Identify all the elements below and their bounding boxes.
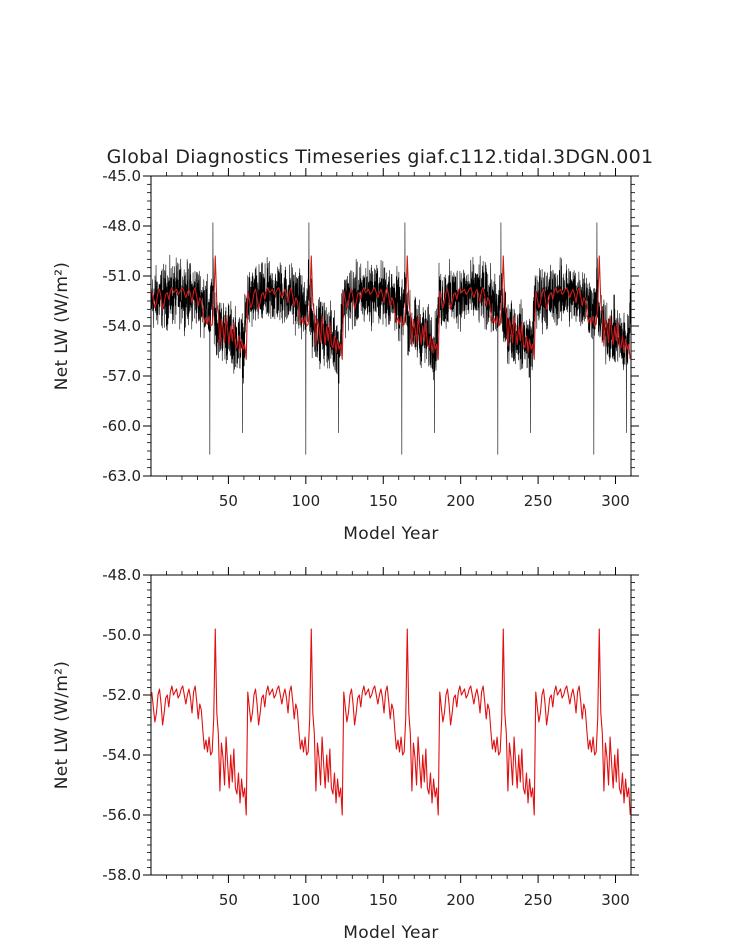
top-monthly-line bbox=[150, 222, 632, 455]
bottom-plot-frame bbox=[150, 574, 632, 876]
top-y-ticks: -63.0 -60.0 -57.0 -54.0 -51.0 -48.0 -45.0 bbox=[102, 167, 639, 485]
top-x-tick-label: 50 bbox=[219, 492, 238, 510]
bottom-y-tick-label: -58.0 bbox=[102, 866, 141, 884]
bottom-panel: -58.0 -56.0 -54.0 -52.0 -50.0 -48.0 50 100 150 2… bbox=[52, 566, 639, 943]
top-y-tick-label: -54.0 bbox=[102, 317, 141, 335]
top-panel: -63.0 -60.0 -57.0 -54.0 -51.0 -48.0 -45.0 50 10… bbox=[52, 167, 639, 544]
top-y-tick-label: -60.0 bbox=[102, 417, 141, 435]
bottom-y-tick-label: -52.0 bbox=[102, 686, 141, 704]
bottom-y-ticks: -58.0 -56.0 -54.0 -52.0 -50.0 -48.0 bbox=[102, 566, 639, 884]
top-x-tick-label: 250 bbox=[524, 492, 553, 510]
top-x-tick-label: 200 bbox=[446, 492, 475, 510]
bottom-x-axis-label: Model Year bbox=[343, 923, 438, 943]
bottom-x-tick-label: 150 bbox=[369, 891, 398, 909]
top-y-tick-label: -57.0 bbox=[102, 367, 141, 385]
bottom-y-tick-label: -54.0 bbox=[102, 746, 141, 764]
top-x-tick-label: 150 bbox=[369, 492, 398, 510]
top-x-tick-label: 100 bbox=[292, 492, 321, 510]
figure-title: Global Diagnostics Timeseries giaf.c112.… bbox=[107, 146, 654, 168]
top-x-axis-label: Model Year bbox=[343, 524, 438, 544]
bottom-y-axis-label: Net LW (W/m²) bbox=[52, 661, 72, 789]
top-x-ticks: 50 100 150 200 250 300 bbox=[166, 168, 630, 510]
top-annual-mean-series bbox=[151, 255, 631, 360]
top-monthly-series bbox=[150, 222, 632, 455]
top-y-tick-label: -48.0 bbox=[102, 217, 141, 235]
bottom-annual-mean-line bbox=[151, 628, 631, 816]
bottom-x-tick-label: 250 bbox=[524, 891, 553, 909]
top-y-tick-label: -45.0 bbox=[102, 167, 141, 185]
top-annual-mean-line bbox=[151, 255, 631, 360]
top-y-axis-label: Net LW (W/m²) bbox=[52, 262, 72, 390]
bottom-x-tick-label: 200 bbox=[446, 891, 475, 909]
top-x-tick-label: 300 bbox=[601, 492, 630, 510]
top-y-tick-label: -63.0 bbox=[102, 467, 141, 485]
bottom-x-tick-label: 100 bbox=[292, 891, 321, 909]
bottom-x-ticks: 50 100 150 200 250 300 bbox=[166, 567, 630, 909]
bottom-y-tick-label: -50.0 bbox=[102, 626, 141, 644]
top-y-tick-label: -51.0 bbox=[102, 267, 141, 285]
bottom-x-tick-label: 300 bbox=[601, 891, 630, 909]
bottom-x-tick-label: 50 bbox=[219, 891, 238, 909]
bottom-y-tick-label: -48.0 bbox=[102, 566, 141, 584]
bottom-annual-mean-series bbox=[151, 628, 631, 816]
bottom-y-tick-label: -56.0 bbox=[102, 806, 141, 824]
